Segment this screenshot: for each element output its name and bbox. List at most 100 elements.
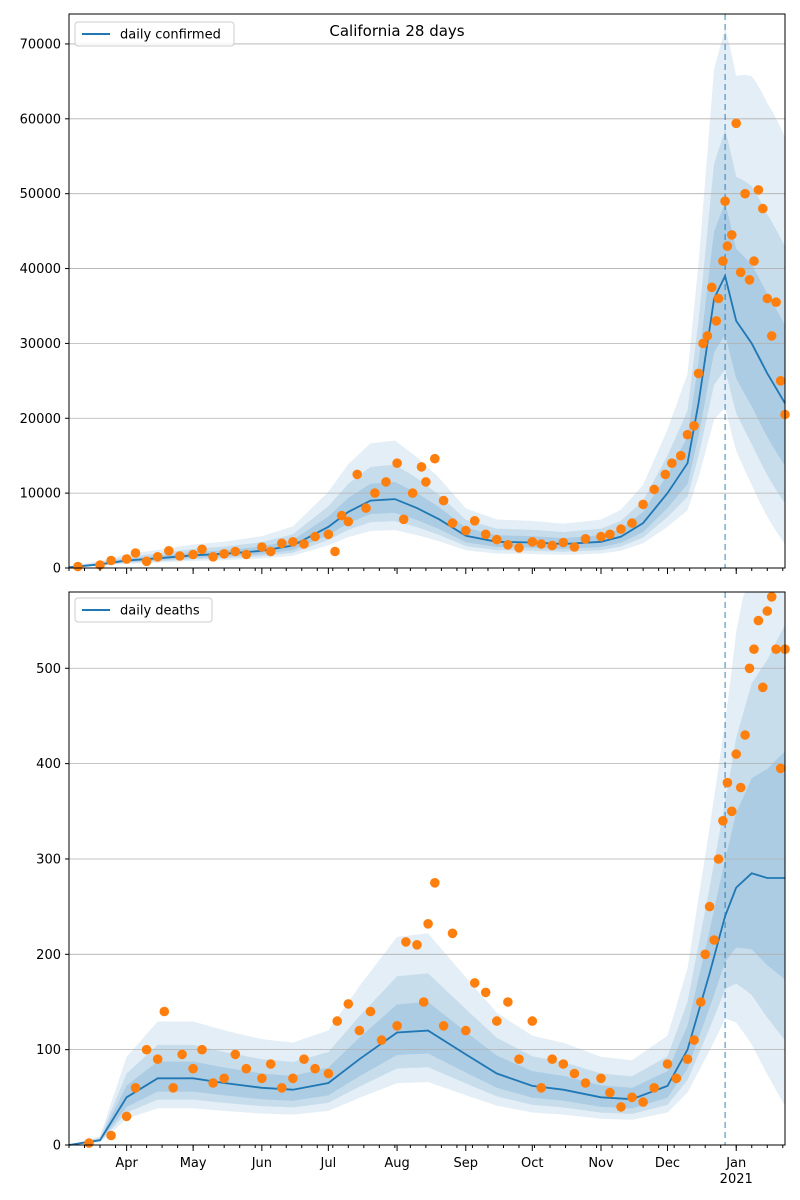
data-point bbox=[727, 806, 737, 817]
data-point bbox=[689, 421, 699, 431]
data-point bbox=[627, 518, 637, 528]
data-point bbox=[713, 293, 724, 304]
data-point bbox=[731, 118, 741, 129]
data-point bbox=[536, 1083, 546, 1093]
data-point bbox=[596, 531, 606, 542]
data-point bbox=[682, 1054, 693, 1064]
data-point bbox=[392, 1021, 402, 1031]
data-point bbox=[749, 256, 759, 266]
data-point bbox=[323, 529, 334, 540]
x-tick-label: Aug bbox=[384, 1156, 409, 1171]
data-point bbox=[558, 1059, 569, 1069]
x-tick-label: Apr bbox=[115, 1156, 138, 1171]
data-point bbox=[219, 1073, 229, 1084]
legend-label: daily confirmed bbox=[120, 28, 221, 43]
data-point bbox=[423, 919, 433, 929]
data-point bbox=[720, 196, 730, 206]
data-point bbox=[740, 730, 750, 740]
data-point bbox=[605, 1087, 615, 1098]
data-point bbox=[277, 1083, 287, 1093]
axes-frame bbox=[68, 13, 786, 569]
data-point bbox=[84, 1138, 94, 1148]
x-tick-label: Sep bbox=[454, 1156, 479, 1171]
data-point bbox=[753, 615, 764, 626]
data-point bbox=[580, 1078, 591, 1088]
data-point bbox=[299, 539, 309, 549]
data-point bbox=[676, 450, 686, 461]
x-tick-year-label: 2021 bbox=[720, 1172, 753, 1187]
plot-frame bbox=[68, 591, 786, 1146]
data-point bbox=[503, 997, 513, 1007]
data-point bbox=[605, 529, 615, 540]
data-point bbox=[580, 534, 591, 544]
data-point bbox=[722, 777, 733, 788]
scatter-series bbox=[73, 118, 790, 572]
y-axis-ticks: 0 10000 20000 30000 40000 50000 60000 70000 bbox=[20, 37, 69, 577]
data-point bbox=[709, 935, 719, 945]
data-point bbox=[299, 1054, 309, 1064]
data-point bbox=[208, 552, 218, 562]
data-point bbox=[152, 1054, 163, 1064]
data-point bbox=[336, 510, 347, 521]
x-tick-label: Oct bbox=[521, 1156, 543, 1171]
data-point bbox=[766, 592, 777, 602]
plot-frame bbox=[68, 13, 786, 569]
y-tick-label: 200 bbox=[36, 948, 61, 963]
data-point bbox=[536, 539, 546, 549]
data-point bbox=[722, 241, 733, 251]
y-tick-label: 0 bbox=[53, 1139, 61, 1154]
gridlines bbox=[69, 667, 785, 1051]
data-point bbox=[354, 1025, 365, 1036]
data-point bbox=[547, 1054, 557, 1064]
data-point bbox=[421, 477, 431, 487]
data-point bbox=[700, 949, 710, 960]
data-point bbox=[569, 542, 580, 552]
data-point bbox=[177, 1049, 187, 1060]
data-point bbox=[361, 503, 371, 513]
x-axis-ticks bbox=[68, 568, 784, 574]
data-point bbox=[558, 537, 569, 548]
data-point bbox=[343, 516, 354, 527]
data-point bbox=[744, 275, 755, 285]
chart-title: California 28 days bbox=[329, 22, 464, 40]
data-point bbox=[265, 1059, 276, 1069]
legend-box bbox=[74, 597, 213, 623]
y-tick-label: 500 bbox=[36, 662, 61, 677]
data-point bbox=[735, 267, 746, 278]
data-point bbox=[447, 518, 458, 528]
uncertainty-band bbox=[69, 130, 785, 568]
data-point bbox=[370, 488, 380, 498]
data-point bbox=[141, 1044, 152, 1055]
data-point bbox=[469, 516, 480, 526]
data-point bbox=[230, 546, 241, 557]
data-point bbox=[727, 230, 737, 240]
data-point bbox=[689, 1035, 699, 1045]
data-point bbox=[288, 537, 298, 547]
data-point bbox=[438, 495, 449, 506]
data-point bbox=[766, 331, 777, 341]
data-point bbox=[527, 537, 538, 547]
y-tick-label: 300 bbox=[36, 852, 61, 867]
data-point bbox=[130, 548, 141, 558]
data-point bbox=[649, 484, 659, 495]
data-point bbox=[398, 514, 409, 525]
data-point bbox=[469, 978, 480, 988]
uncertainty-band bbox=[69, 203, 785, 568]
y-tick-label: 20000 bbox=[20, 412, 61, 427]
line-series bbox=[68, 872, 785, 1146]
y-tick-label: 50000 bbox=[20, 187, 61, 202]
data-point bbox=[310, 1063, 320, 1074]
data-point bbox=[241, 549, 252, 560]
data-point bbox=[418, 997, 429, 1007]
data-point bbox=[168, 1083, 178, 1093]
data-point bbox=[671, 1073, 682, 1084]
data-point bbox=[257, 1073, 267, 1084]
data-point bbox=[771, 644, 781, 654]
data-point bbox=[514, 543, 524, 553]
y-tick-label: 30000 bbox=[20, 337, 61, 352]
data-point bbox=[547, 540, 557, 551]
data-point bbox=[257, 542, 267, 552]
data-point bbox=[616, 524, 626, 534]
data-point bbox=[412, 940, 422, 950]
